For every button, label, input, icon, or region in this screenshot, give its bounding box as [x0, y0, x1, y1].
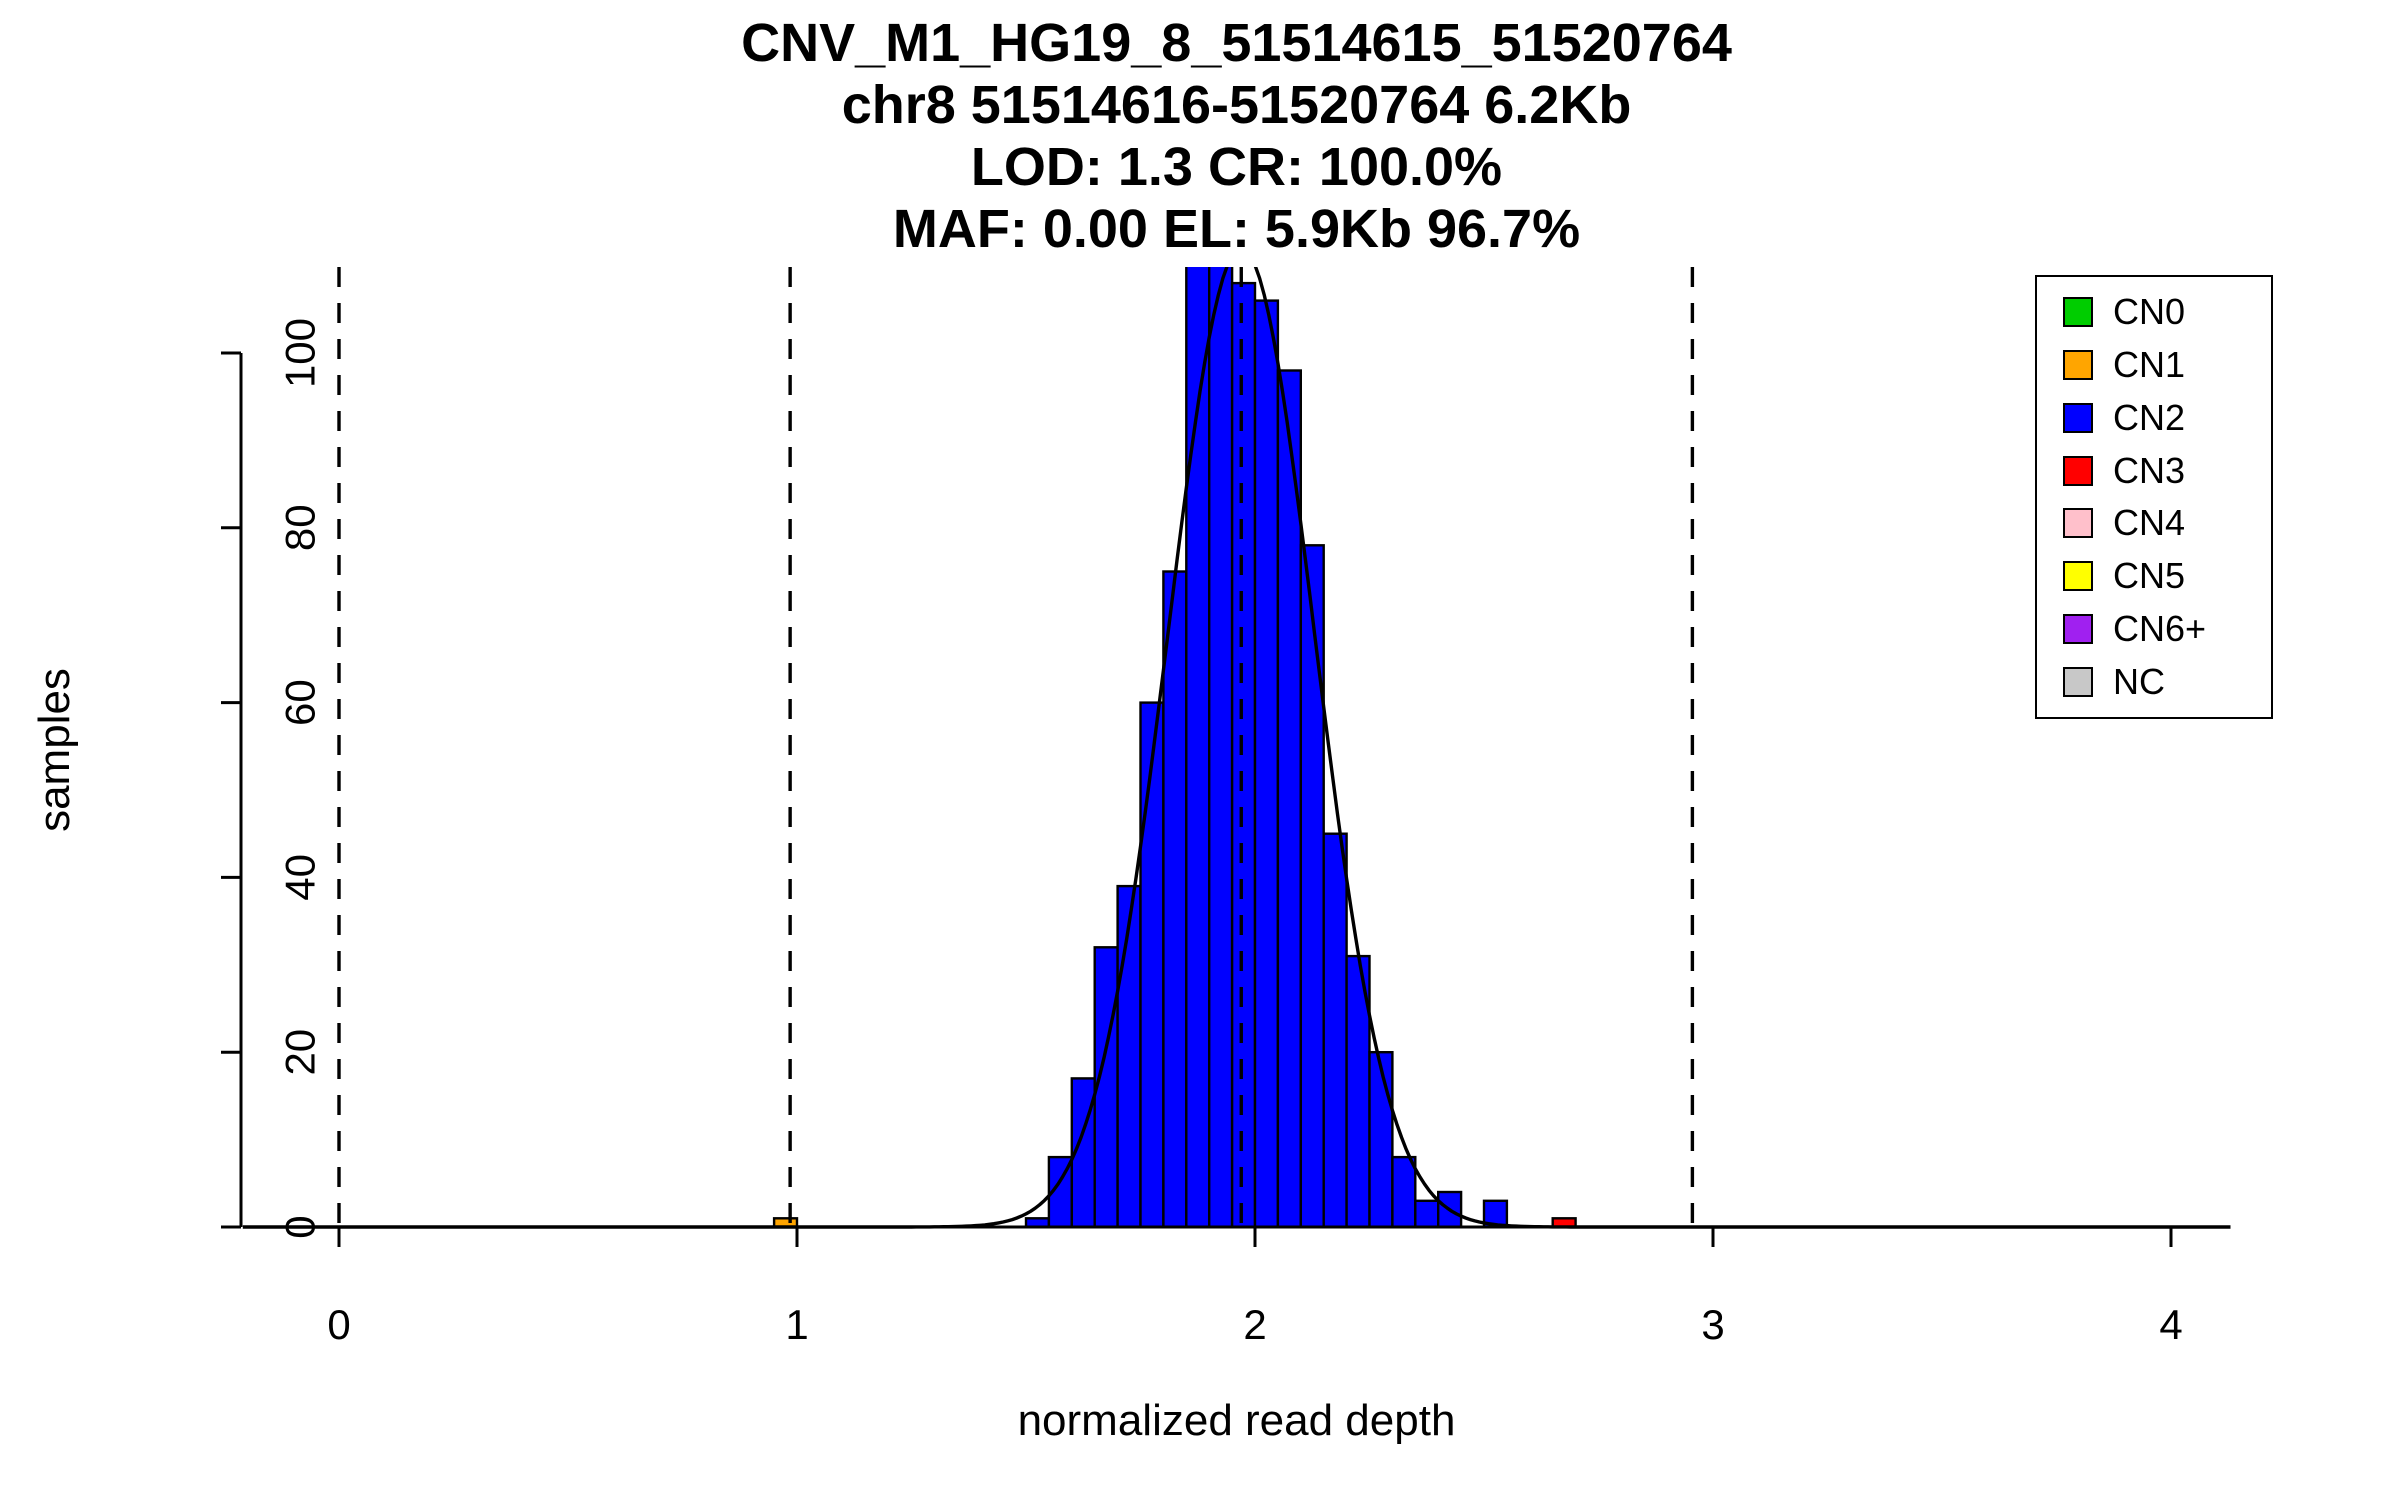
- legend-label: CN5: [2113, 555, 2186, 597]
- legend-item-CN0: CN0: [2063, 290, 2271, 332]
- histogram-bar: [1162, 570, 1188, 1229]
- legend-swatch-CN5: [2063, 561, 2093, 592]
- y-tick-label: 100: [277, 318, 324, 388]
- legend-label: CN4: [2113, 502, 2186, 544]
- legend-label: CN6+: [2113, 608, 2207, 650]
- histogram-bar: [1391, 1155, 1417, 1229]
- x-tick-label: 3: [1701, 1301, 1724, 1348]
- legend-item-CN5: CN5: [2063, 558, 2271, 594]
- chart-title-line-3: LOD: 1.3 CR: 100.0%: [970, 137, 1503, 197]
- legend-swatch-CN1: [2063, 349, 2093, 380]
- legend-label: CN2: [2113, 396, 2186, 438]
- y-tick-label: 60: [277, 679, 324, 726]
- histogram-bar: [1368, 1050, 1394, 1229]
- legend-item-CN2: CN2: [2063, 396, 2271, 438]
- legend-swatch-CN3: [2063, 455, 2093, 486]
- legend-swatch-CN0: [2063, 296, 2093, 327]
- histogram-bar: [1139, 701, 1165, 1229]
- y-axis-label: samples: [30, 668, 79, 832]
- y-tick-label: 20: [277, 1029, 324, 1076]
- legend-label: CN1: [2113, 343, 2186, 385]
- legend-swatch-CN6+: [2063, 614, 2093, 645]
- histogram-bar: [1207, 267, 1234, 1229]
- chart-title-line-1: CNV_M1_HG19_8_51514615_51520764: [741, 13, 1732, 73]
- y-tick-label: 40: [277, 854, 324, 901]
- legend-item-CN1: CN1: [2063, 343, 2271, 385]
- legend-label: CN3: [2113, 449, 2186, 491]
- histogram-bar: [1414, 1199, 1440, 1229]
- legend-item-NC: NC: [2063, 664, 2271, 700]
- x-axis-label: normalized read depth: [1017, 1396, 1456, 1445]
- legend: CN0 CN1 CN2 CN3 CN4 CN5 CN6+ NC: [2035, 275, 2273, 719]
- legend-swatch-CN4: [2063, 508, 2093, 539]
- x-tick-label: 4: [2159, 1301, 2182, 1348]
- legend-item-CN6+: CN6+: [2063, 611, 2271, 647]
- legend-swatch-CN2: [2063, 402, 2093, 433]
- legend-label: CN0: [2113, 290, 2186, 332]
- x-tick-label: 1: [785, 1301, 808, 1348]
- histogram-bar: [1322, 832, 1348, 1229]
- legend-label: NC: [2113, 661, 2165, 702]
- histogram-bar: [1299, 544, 1325, 1229]
- x-tick-label: 0: [327, 1301, 350, 1348]
- chart-title-line-2: chr8 51514616-51520764 6.2Kb: [841, 75, 1632, 135]
- legend-item-CN4: CN4: [2063, 505, 2271, 541]
- histogram-bars: [772, 267, 1577, 1229]
- legend-swatch-NC: [2063, 667, 2093, 697]
- histogram-bar: [1253, 299, 1280, 1229]
- histogram-bar: [1116, 884, 1142, 1229]
- y-tick-label: 80: [277, 504, 324, 551]
- x-tick-label: 2: [1243, 1301, 1266, 1348]
- y-tick-label: 0: [277, 1215, 324, 1238]
- chart-title-line-4: MAF: 0.00 EL: 5.9Kb 96.7%: [892, 199, 1581, 259]
- chart-title-block: CNV_M1_HG19_8_51514615_51520764 chr8 515…: [241, 12, 2232, 260]
- legend-item-CN3: CN3: [2063, 449, 2271, 491]
- histogram-bar: [1230, 281, 1257, 1229]
